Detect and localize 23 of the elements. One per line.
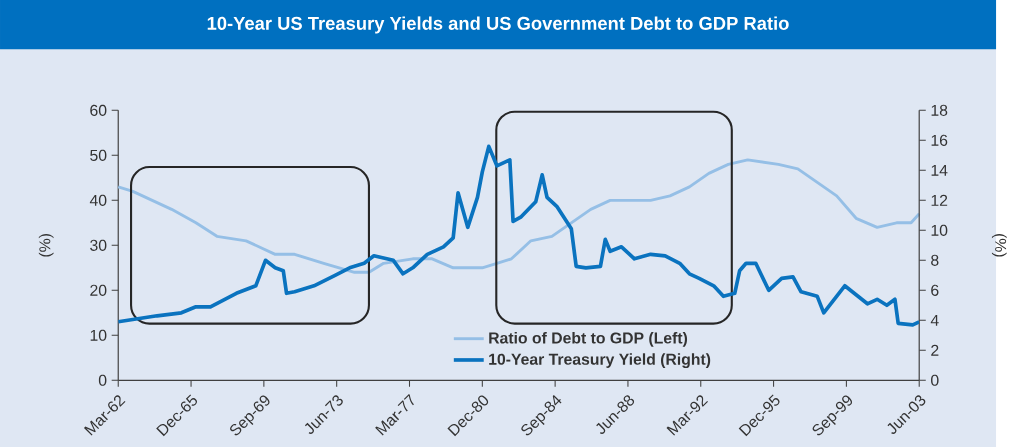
y-axis-title: (%) — [38, 233, 54, 257]
y-tick-label: 20 — [90, 284, 107, 296]
y-tick-label: 40 — [89, 194, 107, 206]
y2-tick-label: 16 — [931, 134, 948, 146]
legend-label: 10-Year Treasury Yield (Right) — [489, 353, 711, 368]
y2-tick-label: 2 — [931, 344, 939, 356]
y-tick-label: 30 — [90, 239, 107, 251]
y2-tick-label: 14 — [931, 164, 948, 176]
y2-tick-label: 18 — [931, 104, 948, 116]
y2-axis-title: (%) — [991, 233, 1007, 257]
y2-tick-label: 4 — [930, 314, 939, 326]
y2-tick-label: 6 — [931, 284, 939, 296]
y-tick-label: 50 — [90, 149, 107, 161]
legend-label: Ratio of Debt to GDP (Left) — [489, 331, 688, 347]
line-series — [118, 144, 920, 327]
chart-title: 10-Year US Treasury Yields and US Government Debt to GDP Ratio — [207, 16, 789, 34]
y-tick-label: 0 — [98, 374, 107, 386]
y2-tick-label: 10 — [931, 224, 948, 236]
y2-tick-label: 8 — [931, 254, 939, 266]
y-tick-label: 10 — [90, 329, 107, 341]
y2-tick-label: 12 — [931, 194, 948, 206]
y-tick-label: 60 — [90, 104, 107, 116]
y2-tick-label: 0 — [931, 374, 939, 386]
